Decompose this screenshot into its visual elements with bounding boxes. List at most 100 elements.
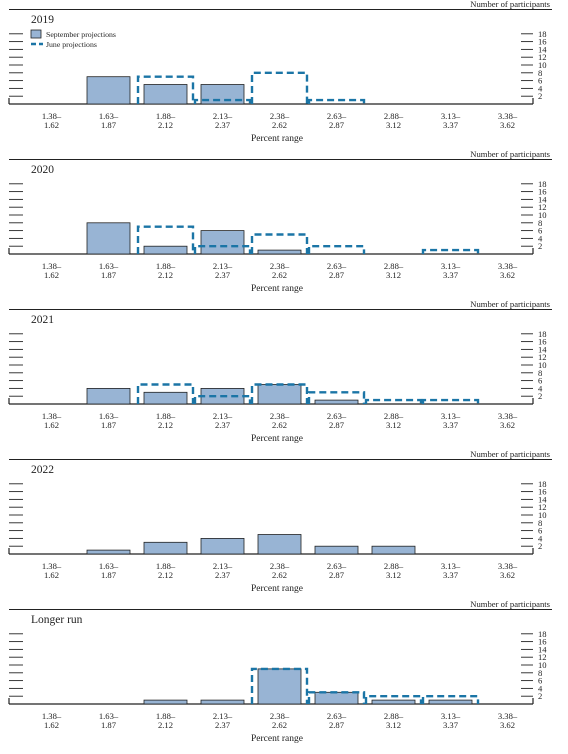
y-tick-label: 8 [538, 368, 542, 378]
x-tick-label-top: 2.13– [213, 561, 233, 571]
june-bar [364, 695, 423, 704]
y-tick-label: 14 [538, 494, 547, 504]
y-axis-label: Number of participants [470, 0, 550, 9]
y-tick-label: 10 [538, 360, 547, 370]
june-bar [193, 245, 252, 254]
x-tick-label-top: 2.38– [270, 261, 290, 271]
y-tick-label: 14 [538, 44, 547, 54]
september-bar [143, 391, 188, 405]
y-tick-label: 10 [538, 60, 547, 70]
september-bar [200, 230, 245, 255]
september-bar [86, 549, 131, 555]
september-bar [257, 534, 302, 555]
legend-september-swatch [30, 29, 42, 39]
x-tick-label-bottom: 1.62 [44, 570, 59, 580]
june-bar [307, 391, 366, 404]
y-tick-label: 6 [538, 376, 543, 386]
chart-panel-3: Number of participants 2022 24681012141618… [8, 449, 552, 594]
september-bar [314, 545, 359, 555]
y-tick-label: 18 [538, 179, 547, 189]
panel-title: 2021 [31, 314, 54, 326]
x-tick-label-top: 2.88– [384, 711, 404, 721]
x-tick-label-bottom: 2.12 [158, 570, 173, 580]
y-tick-label: 16 [538, 637, 547, 647]
x-tick-label-top: 2.13– [213, 711, 233, 721]
y-tick-label: 14 [538, 344, 547, 354]
x-tick-label-top: 1.38– [42, 111, 62, 121]
y-tick-label: 12 [538, 652, 547, 662]
x-tick-label-bottom: 3.62 [500, 420, 515, 430]
x-tick-label-bottom: 2.87 [329, 720, 345, 730]
x-tick-label-bottom: 2.37 [215, 270, 231, 280]
y-tick-label: 16 [538, 487, 547, 497]
september-bar [200, 699, 245, 705]
x-tick-label-bottom: 3.62 [500, 270, 515, 280]
legend-september-label: September projections [46, 30, 116, 39]
x-tick-label-bottom: 2.87 [329, 270, 345, 280]
y-tick-label: 18 [538, 29, 547, 39]
x-tick-label-top: 1.38– [42, 711, 62, 721]
x-tick-label-bottom: 3.37 [443, 570, 459, 580]
y-tick-label: 10 [538, 660, 547, 670]
x-tick-label-top: 2.88– [384, 411, 404, 421]
june-bar [136, 225, 195, 254]
x-tick-label-bottom: 1.87 [101, 420, 117, 430]
chart-panel-1: Number of participants 2020 24681012141618… [8, 149, 552, 294]
june-bar [421, 695, 480, 704]
y-tick-label: 14 [538, 644, 547, 654]
september-bar [86, 222, 131, 255]
x-tick-label-top: 2.13– [213, 261, 233, 271]
y-axis-label: Number of participants [470, 149, 550, 159]
x-tick-label-bottom: 3.37 [443, 120, 459, 130]
chart-panel-4: Number of participants Longer run 24681012… [8, 599, 552, 744]
x-tick-label-bottom: 1.62 [44, 720, 59, 730]
september-bar [257, 384, 302, 405]
y-tick-label: 2 [538, 241, 542, 251]
x-tick-label-top: 2.88– [384, 111, 404, 121]
x-tick-label-bottom: 2.87 [329, 570, 345, 580]
x-axis-label: Percent range [251, 434, 303, 444]
june-bar [307, 691, 366, 704]
x-tick-label-bottom: 2.62 [272, 570, 287, 580]
x-tick-label-bottom: 2.37 [215, 420, 231, 430]
x-tick-label-top: 1.63– [99, 561, 119, 571]
june-bar [250, 667, 309, 704]
x-tick-label-bottom: 1.87 [101, 270, 117, 280]
june-bar [250, 383, 309, 404]
chart-panel-2: Number of participants 2021 24681012141618… [8, 299, 552, 444]
x-tick-label-bottom: 2.12 [158, 720, 173, 730]
x-tick-label-top: 2.63– [327, 411, 347, 421]
x-tick-label-bottom: 2.12 [158, 270, 173, 280]
x-tick-label-bottom: 3.12 [386, 420, 401, 430]
x-tick-label-bottom: 3.12 [386, 570, 401, 580]
x-tick-label-top: 2.38– [270, 111, 290, 121]
september-bar [257, 668, 302, 705]
x-tick-label-top: 3.38– [498, 261, 518, 271]
y-tick-label: 8 [538, 518, 542, 528]
x-tick-label-top: 2.13– [213, 411, 233, 421]
x-tick-label-bottom: 3.37 [443, 720, 459, 730]
x-axis-label: Percent range [251, 284, 303, 294]
y-tick-label: 12 [538, 202, 547, 212]
x-tick-label-top: 3.13– [441, 111, 461, 121]
x-tick-label-top: 3.38– [498, 561, 518, 571]
x-tick-label-bottom: 2.37 [215, 720, 231, 730]
y-tick-label: 16 [538, 37, 547, 47]
x-tick-label-bottom: 2.62 [272, 270, 287, 280]
x-tick-label-bottom: 3.12 [386, 270, 401, 280]
x-tick-label-top: 3.13– [441, 711, 461, 721]
x-tick-label-bottom: 1.87 [101, 570, 117, 580]
x-tick-label-bottom: 2.12 [158, 120, 173, 130]
x-tick-label-top: 2.63– [327, 711, 347, 721]
x-tick-label-top: 1.63– [99, 111, 119, 121]
september-bar [143, 245, 188, 255]
x-tick-label-top: 2.63– [327, 561, 347, 571]
september-bar [200, 84, 245, 105]
panel-title: 2022 [31, 464, 54, 476]
september-bar [86, 76, 131, 105]
panel-title: Longer run [31, 614, 83, 626]
x-tick-label-bottom: 1.62 [44, 270, 59, 280]
x-tick-label-top: 3.38– [498, 711, 518, 721]
y-tick-label: 4 [538, 383, 543, 393]
